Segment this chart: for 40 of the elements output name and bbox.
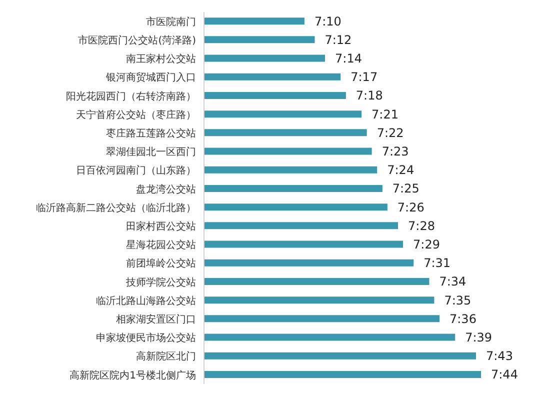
y-tick-label: 临沂路高新二路公交站（临沂北路） bbox=[36, 202, 196, 214]
y-tick-label: 高新院区院内1号楼北侧广场 bbox=[70, 369, 196, 382]
data-label: 7:36 bbox=[450, 312, 476, 326]
y-tick-label: 前团埠岭公交站 bbox=[126, 258, 196, 270]
y-tick-label: 盘龙湾公交站 bbox=[136, 183, 196, 196]
y-tick-label: 临沂北路山海路公交站 bbox=[96, 294, 196, 307]
y-tick-label: 日百依河园南门（山东路） bbox=[76, 164, 196, 177]
data-label: 7:12 bbox=[324, 32, 352, 47]
y-tick-label: 枣庄路五莲路公交站 bbox=[106, 127, 196, 140]
data-label: 7:17 bbox=[350, 70, 378, 84]
y-tick-label: 星海花园公交站 bbox=[126, 239, 196, 252]
data-label: 7:26 bbox=[397, 200, 424, 214]
y-tick-label: 翠湖佳园北一区西门 bbox=[106, 146, 196, 158]
y-tick-label: 南王家村公交站 bbox=[126, 53, 196, 66]
data-label: 7:43 bbox=[486, 349, 513, 364]
y-tick-label: 市医院西门公交站(菏泽路) bbox=[78, 34, 196, 46]
data-label: 7:44 bbox=[491, 368, 518, 382]
data-label: 7:23 bbox=[382, 144, 409, 159]
data-label: 7:24 bbox=[387, 163, 414, 178]
y-tick-label: 天宁首府公交站（枣庄路） bbox=[76, 108, 196, 121]
y-tick-label: 市医院南门 bbox=[146, 16, 196, 28]
y-tick-label: 高新院区北门 bbox=[136, 350, 196, 363]
y-tick-label: 阳光花园西门（右转济南路） bbox=[66, 90, 196, 102]
data-label: 7:39 bbox=[465, 330, 492, 345]
data-label: 7:18 bbox=[356, 88, 383, 103]
data-label: 7:31 bbox=[424, 256, 451, 270]
data-label: 7:28 bbox=[408, 218, 435, 233]
data-label: 7:14 bbox=[335, 52, 362, 66]
y-tick-label: 银河商贸城西门入口 bbox=[105, 72, 196, 84]
y-tick-label: 技师学院公交站 bbox=[125, 276, 196, 288]
y-tick-label: 申家坡便民市场公交站 bbox=[96, 332, 196, 344]
data-label: 7:34 bbox=[439, 274, 466, 289]
data-label: 7:10 bbox=[314, 14, 342, 28]
y-tick-label: 田家村西公交站 bbox=[126, 220, 196, 232]
y-tick-label: 相家湖安置区门口 bbox=[116, 313, 196, 326]
data-label: 7:35 bbox=[444, 293, 472, 308]
data-label: 7:21 bbox=[372, 107, 398, 122]
data-label: 7:25 bbox=[392, 182, 420, 196]
data-label: 7:29 bbox=[413, 238, 440, 252]
data-label: 7:22 bbox=[376, 126, 404, 140]
